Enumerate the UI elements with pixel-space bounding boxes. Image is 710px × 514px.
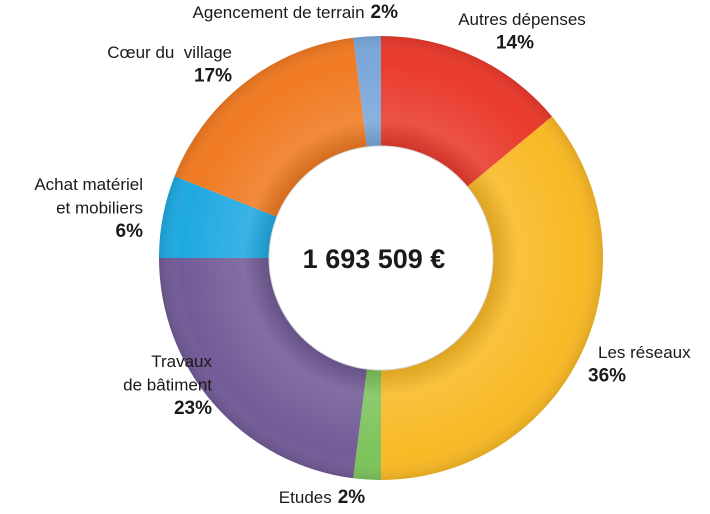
category-label: et mobiliers: [56, 199, 143, 218]
slice-label: Agencement de terrain 2%: [193, 2, 399, 23]
value-label: 17%: [194, 66, 232, 87]
category-label: Cœur du village: [107, 43, 232, 62]
category-label: Les réseaux: [598, 343, 691, 362]
category-label: de bâtiment: [123, 376, 212, 395]
slice-label: Etudes 2%: [279, 487, 366, 508]
value-label: 14%: [496, 33, 534, 54]
category-label: Agencement de terrain: [193, 3, 365, 22]
value-label: 36%: [588, 366, 626, 387]
value-label: 23%: [174, 398, 212, 419]
value-label: 2%: [338, 487, 366, 508]
category-label: Etudes: [279, 488, 332, 507]
value-label: 2%: [371, 2, 399, 23]
center-label: 1 693 509 €: [303, 244, 446, 274]
category-label: Travaux: [151, 352, 212, 371]
donut-hole: [268, 145, 494, 371]
category-label: Autres dépenses: [458, 10, 586, 29]
category-label: Achat matériel: [34, 175, 143, 194]
value-label: 6%: [116, 221, 144, 242]
